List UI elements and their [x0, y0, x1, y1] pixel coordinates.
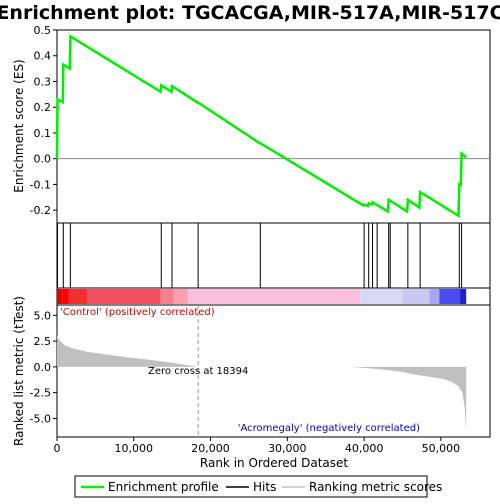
- legend-metric-label: Ranking metric scores: [309, 480, 442, 494]
- x-tick-label: 20,000: [191, 442, 230, 455]
- rank-bar-segment: [360, 289, 403, 304]
- es-y-tick-label: 0.3: [34, 75, 52, 88]
- hits-lines: [56, 223, 463, 288]
- rank-bar-segment: [439, 289, 461, 304]
- legend-enrichment-label: Enrichment profile: [108, 480, 219, 494]
- enrichment-profile-line: [55, 34, 468, 219]
- rank-bar-segment: [402, 289, 430, 304]
- x-tick-label: 0: [54, 442, 61, 455]
- negative-correlation-label: 'Acromegaly' (negatively correlated): [238, 423, 420, 434]
- x-axis-ticks: 0 10,000 20,000 30,000 40,000 50,000: [54, 437, 461, 455]
- metric-y-tick-label: 5.0: [34, 309, 52, 322]
- es-y-tick-label: 0.2: [34, 101, 52, 114]
- rank-bar-segment: [68, 289, 88, 304]
- rank-bar-segment: [187, 289, 361, 304]
- x-tick-label: 10,000: [115, 442, 154, 455]
- es-y-tick-label: -0.1: [30, 178, 51, 191]
- es-panel: -0.2 -0.1 0.0 0.1 0.2 0.3 0.4 0.5: [30, 24, 491, 224]
- legend: Enrichment profile Hits Ranking metric s…: [74, 475, 442, 498]
- metric-y-ticks: 5.0 2.5 0.0 -2.5 -5.0: [30, 309, 57, 425]
- metric-y-tick-label: 2.5: [34, 335, 52, 348]
- rank-bar-segment: [87, 289, 161, 304]
- hits-panel: [56, 222, 491, 289]
- metric-y-tick-label: 0.0: [34, 361, 52, 374]
- chart-title: Enrichment plot: TGCACGA,MIR-517A,MIR-51…: [0, 2, 500, 24]
- metric-y-tick-label: -2.5: [30, 387, 51, 400]
- rank-bar-segment: [460, 289, 467, 304]
- metric-y-axis-label: Ranked list metric (tTest): [12, 296, 26, 446]
- metric-y-tick-label: -5.0: [30, 412, 51, 425]
- es-y-tick-label: 0.5: [34, 24, 52, 37]
- es-y-ticks: -0.2 -0.1 0.0 0.1 0.2 0.3 0.4 0.5: [30, 24, 57, 217]
- x-axis-label: Rank in Ordered Dataset: [200, 456, 348, 470]
- metric-panel: 5.0 2.5 0.0 -2.5 -5.0 'Control' (positively …: [30, 304, 491, 438]
- rank-bar-segment: [173, 289, 188, 304]
- rank-bar-segment: [61, 289, 69, 304]
- x-tick-label: 50,000: [422, 442, 461, 455]
- rank-color-bar: [56, 287, 491, 306]
- rank-bar-segment: [160, 289, 174, 304]
- es-y-tick-label: 0.4: [34, 50, 52, 63]
- x-tick-label: 30,000: [268, 442, 307, 455]
- es-y-tick-label: 0.0: [34, 153, 52, 166]
- es-y-tick-label: -0.2: [30, 204, 51, 217]
- x-tick-label: 40,000: [345, 442, 384, 455]
- rank-bar-segment: [57, 289, 62, 304]
- es-y-axis-label: Enrichment score (ES): [12, 59, 26, 192]
- legend-hits-label: Hits: [253, 480, 276, 494]
- positive-correlation-label: 'Control' (positively correlated): [60, 307, 215, 318]
- es-y-tick-label: 0.1: [34, 127, 52, 140]
- rank-bar-segment: [429, 289, 440, 304]
- zero-cross-label: Zero cross at 18394: [148, 366, 248, 377]
